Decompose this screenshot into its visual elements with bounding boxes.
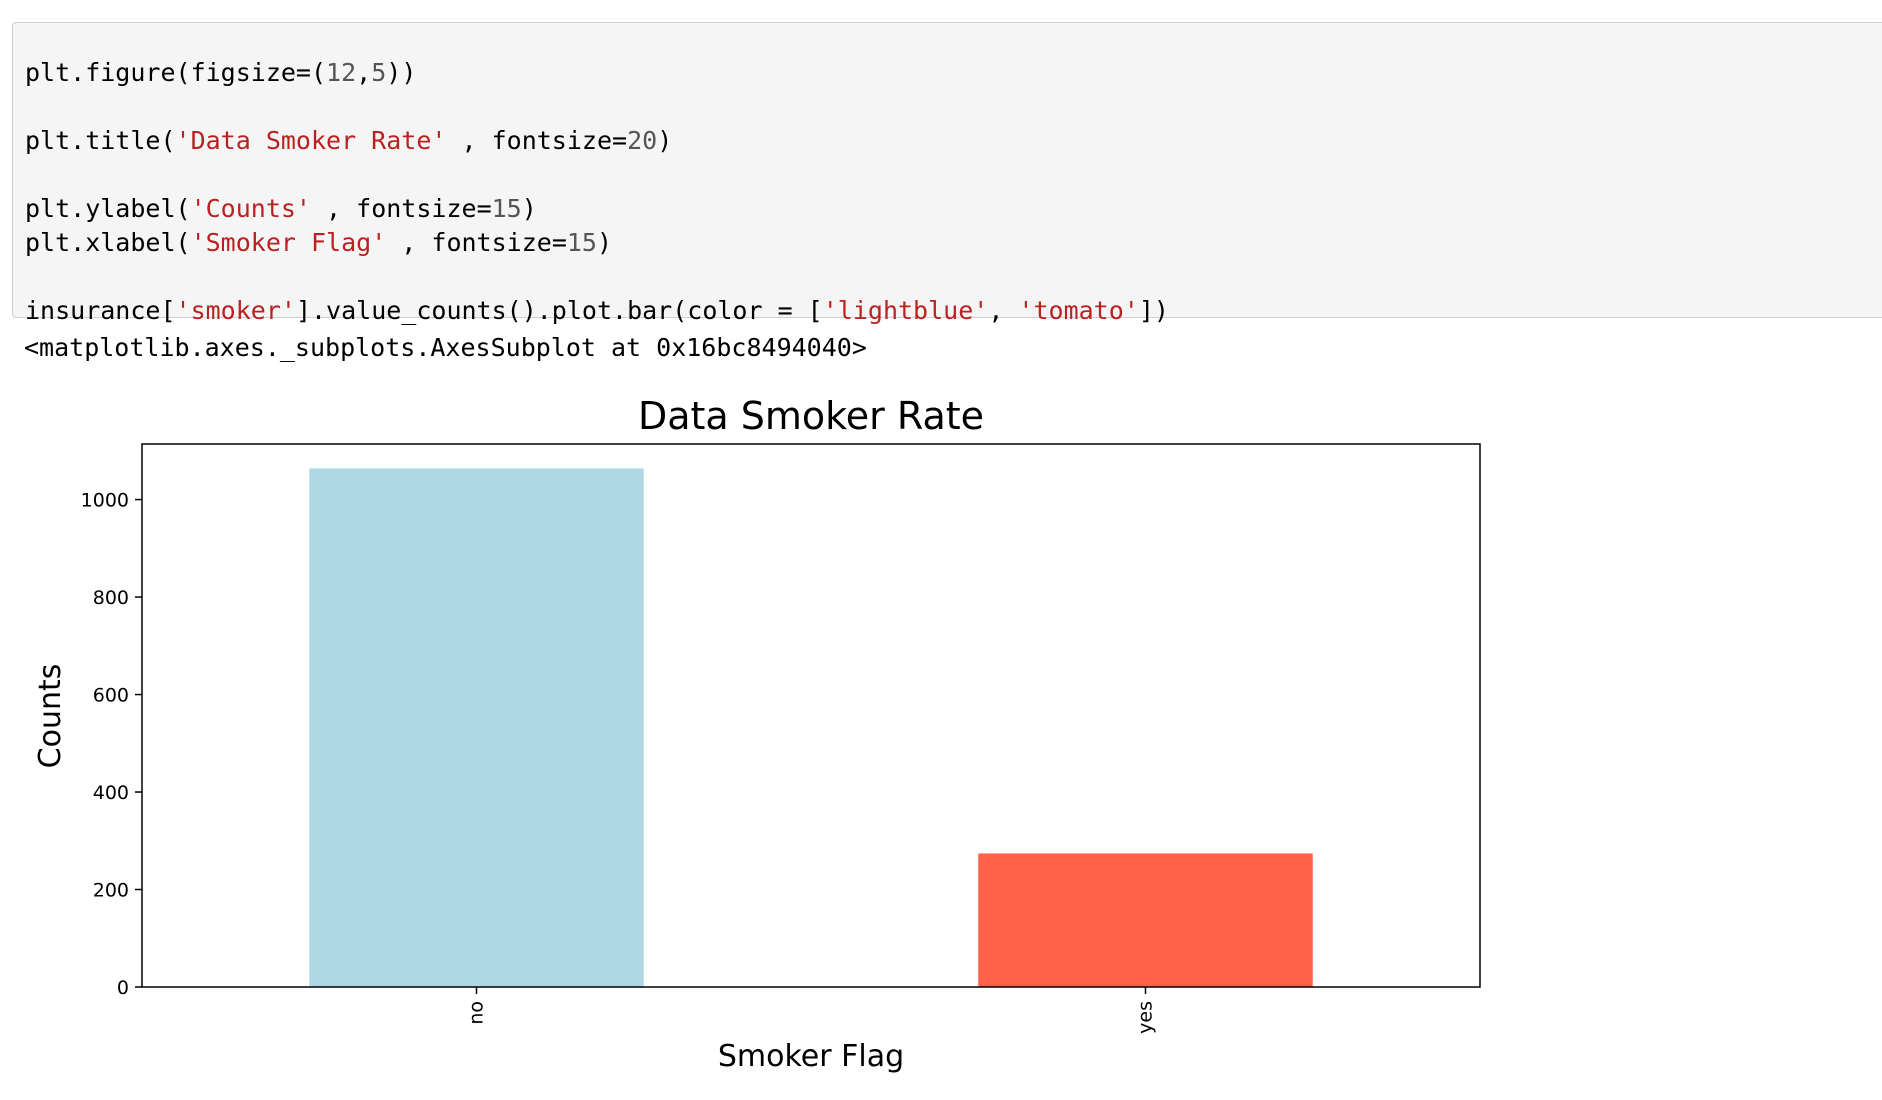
x-tick-label: yes: [1135, 1001, 1157, 1034]
y-axis-label: Counts: [33, 664, 68, 769]
code-line: plt.xlabel('Smoker Flag' , fontsize=15): [25, 228, 612, 258]
code-token: 'tomato': [1018, 296, 1139, 325]
y-tick-label: 1000: [81, 490, 129, 512]
code-token: ): [657, 126, 673, 155]
code-token: 'smoker': [175, 296, 296, 325]
code-token: , fontsize=: [386, 228, 567, 257]
code-token: )): [386, 58, 417, 87]
code-line: insurance['smoker'].value_counts().plot.…: [25, 296, 1169, 326]
code-token: insurance[: [25, 296, 176, 325]
code-token: 15: [491, 194, 522, 223]
plot-frame: [141, 443, 1481, 988]
bar-chart: Data Smoker Rate Counts Smoker Flag no ye…: [33, 394, 1481, 1074]
code-line: plt.ylabel('Counts' , fontsize=15): [25, 194, 537, 224]
cell-output-text: <matplotlib.axes._subplots.AxesSubplot a…: [24, 333, 867, 362]
y-tick-label: 0: [117, 977, 129, 999]
code-token: 'Smoker Flag': [190, 228, 387, 257]
code-token: plt.title(: [25, 126, 176, 155]
bar-yes: [978, 853, 1313, 987]
code-token: 12: [326, 58, 357, 87]
y-tick-label: 400: [93, 782, 129, 804]
y-tick-label: 600: [93, 685, 129, 707]
code-token: ): [596, 228, 613, 257]
y-tick-label: 800: [93, 587, 129, 609]
code-token: plt.figure(figsize=(: [25, 58, 327, 87]
code-line: plt.title('Data Smoker Rate' , fontsize=…: [25, 126, 672, 156]
bar-no: [309, 468, 644, 987]
code-token: , fontsize=: [446, 126, 628, 155]
chart-title: Data Smoker Rate: [638, 394, 984, 438]
code-token: ].value_counts().plot.bar(color = [: [295, 296, 823, 325]
code-token: , fontsize=: [311, 194, 492, 223]
code-token: 15: [566, 228, 597, 257]
code-token: 'lightblue': [822, 296, 989, 325]
code-token: 20: [627, 126, 658, 155]
x-axis-label: Smoker Flag: [718, 1039, 904, 1074]
x-tick-label: no: [466, 1001, 488, 1025]
code-token: ,: [356, 58, 372, 87]
code-line: plt.figure(figsize=(12,5)): [25, 58, 416, 88]
code-token: plt.ylabel(: [25, 194, 191, 223]
code-cell[interactable]: plt.figure(figsize=(12,5)) plt.title('Da…: [12, 22, 1882, 325]
code-token: 'Counts': [190, 194, 311, 223]
code-token: plt.xlabel(: [25, 228, 191, 257]
code-token: ]): [1138, 296, 1169, 325]
code-token: ,: [988, 296, 1019, 325]
y-tick-label: 200: [93, 880, 129, 902]
code-token: 'Data Smoker Rate': [175, 126, 447, 155]
code-token: ): [521, 194, 537, 223]
code-token: 5: [371, 58, 387, 87]
